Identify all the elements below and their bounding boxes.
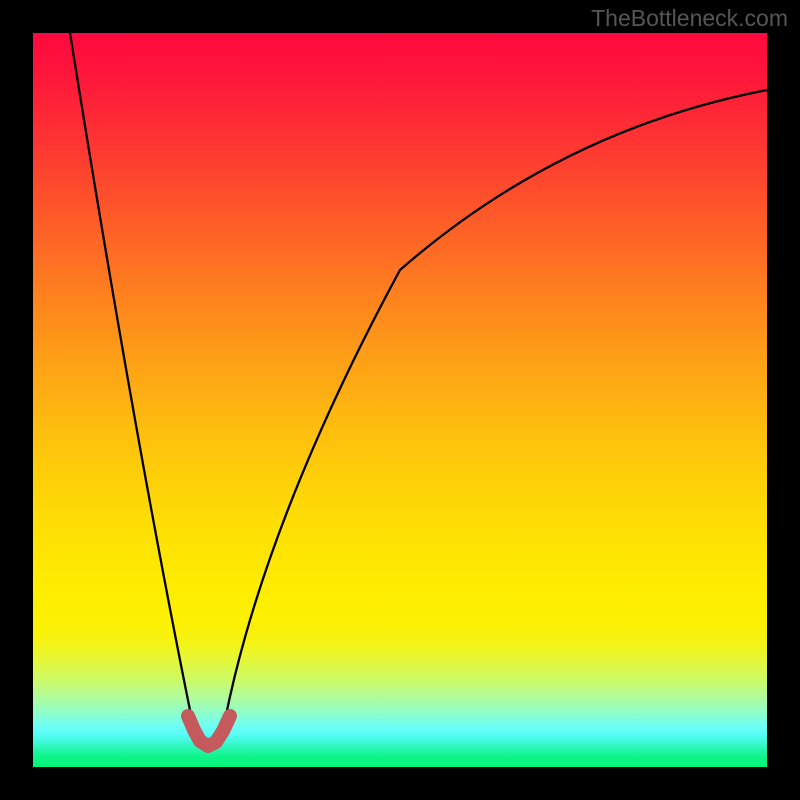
- chart-background-gradient: [33, 33, 767, 767]
- chart-svg: [0, 0, 800, 800]
- watermark-text: TheBottleneck.com: [591, 5, 788, 32]
- frame-right: [767, 0, 800, 800]
- frame-bottom: [0, 767, 800, 800]
- frame-left: [0, 0, 33, 800]
